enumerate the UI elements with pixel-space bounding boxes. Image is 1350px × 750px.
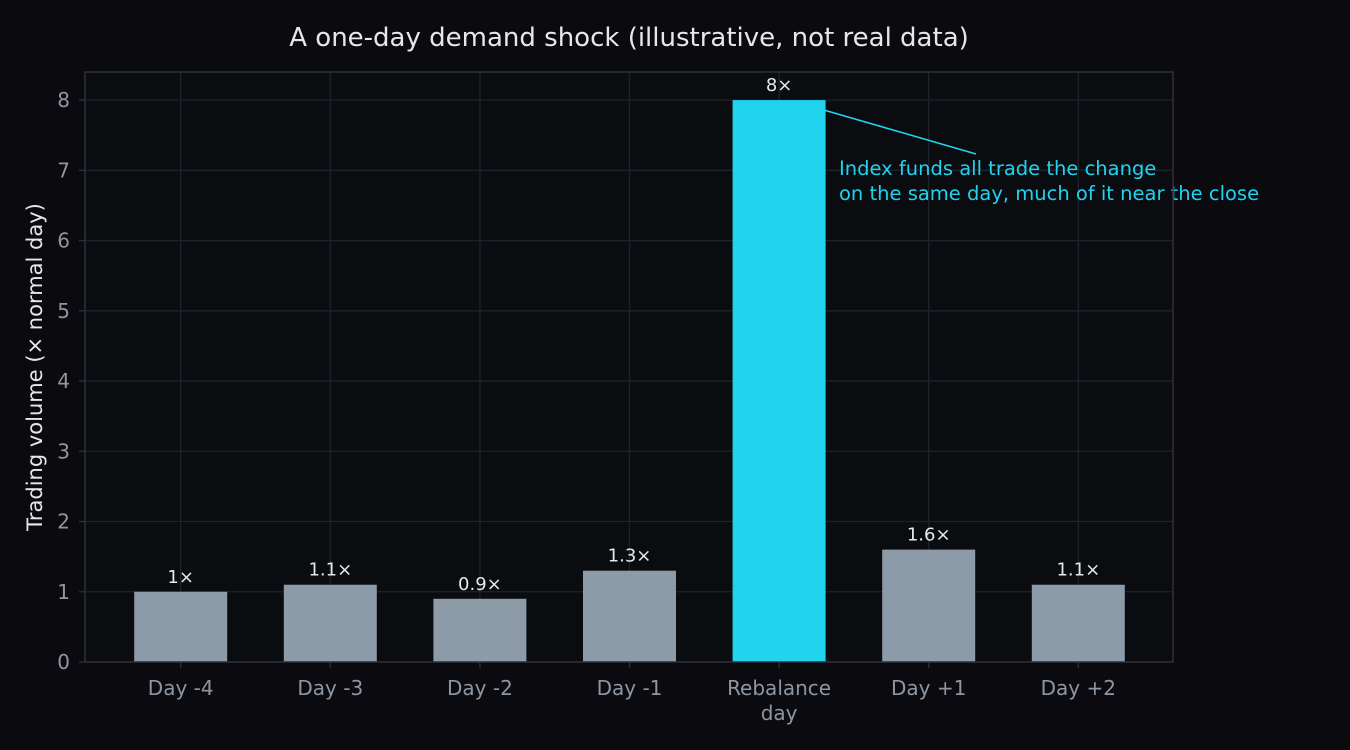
x-tick-label: Day -2 [447,676,513,700]
bar-value-label: 1.1× [308,560,352,581]
x-tick-label: Day +1 [891,676,966,700]
ticks: 0 1 2 3 4 5 6 7 8 Day -4 Day -3 Day -2 Day -1 Rebalan… [57,88,1116,725]
bar [583,570,676,662]
y-axis-label: Trading volume (× normal day) [23,203,47,532]
x-tick-label: Day -3 [297,676,363,700]
bar-value-label: 1.6× [907,525,951,546]
annotation-text: Index funds all trade the change [839,157,1156,180]
y-tick-label: 7 [57,158,70,182]
y-tick-label: 1 [57,580,70,604]
y-tick-label: 0 [57,650,70,674]
value-labels: 1× 1.1× 0.9× 1.3× 8× 1.6× 1.1× [167,75,1100,595]
x-tick-label: Rebalance day [727,676,831,725]
bar-value-label: 1.1× [1056,560,1100,581]
bar-value-label: 8× [766,75,793,96]
bar [134,591,228,662]
bars [134,100,1125,663]
bar [283,584,377,662]
y-tick-label: 8 [57,88,70,112]
y-tick-label: 6 [57,229,70,253]
y-tick-label: 4 [57,369,70,393]
annotation-arrow [792,100,977,155]
bar [732,100,826,663]
y-tick-label: 2 [57,510,70,534]
grid-lines [85,72,1173,663]
annotation-text: on the same day, much of it near the clo… [839,182,1259,205]
x-tick-label: Day +2 [1041,676,1116,700]
x-tick-label: Day -1 [597,676,663,700]
x-tick-label: Day -4 [148,676,214,700]
bar [1031,584,1125,662]
y-tick-label: 3 [57,439,70,463]
chart-title: A one-day demand shock (illustrative, no… [289,23,969,53]
bar-value-label: 1× [167,567,194,588]
bar [433,598,527,662]
bar [882,549,976,662]
bar-value-label: 1.3× [608,546,652,567]
y-tick-label: 5 [57,299,70,323]
bar-value-label: 0.9× [458,574,502,595]
